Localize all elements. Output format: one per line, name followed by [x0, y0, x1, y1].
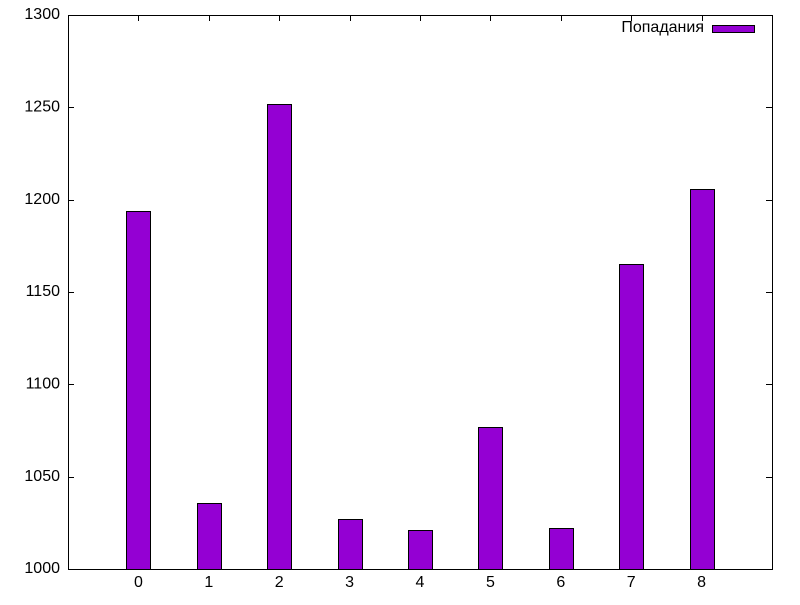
x-tick-label: 1	[204, 574, 213, 591]
axis-ticks	[68, 15, 772, 570]
y-tick-label: 1300	[24, 6, 60, 23]
y-tick-label: 1250	[24, 99, 60, 116]
x-tick-label: 3	[345, 574, 354, 591]
bar-6	[549, 528, 574, 570]
legend: Попадания	[621, 19, 755, 36]
plot-frame	[68, 15, 773, 570]
y-tick-label: 1100	[26, 376, 61, 393]
bar-1	[197, 503, 222, 570]
bar-4	[408, 530, 433, 570]
y-tick-label: 1000	[24, 560, 60, 577]
y-tick-label: 1200	[24, 191, 60, 208]
bar-3	[338, 519, 363, 570]
x-tick-label: 2	[275, 574, 284, 591]
x-tick-label: 6	[556, 574, 565, 591]
bar-8	[690, 189, 715, 570]
x-tick-label: 5	[486, 574, 495, 591]
x-tick-label: 0	[134, 574, 143, 591]
bar-2	[267, 104, 292, 570]
y-tick-label: 1150	[26, 283, 61, 300]
tick-labels: 1000 1050 1100 1150 1200 1250 1300 0 1 2 3 4 5 6 7 8	[24, 6, 706, 591]
legend-swatch-series	[712, 25, 755, 33]
bar-7	[619, 264, 644, 570]
bar-5	[478, 427, 503, 570]
x-tick-label: 7	[627, 574, 636, 591]
x-tick-label: 8	[697, 574, 706, 591]
y-tick-label: 1050	[24, 468, 60, 485]
bar-0	[126, 211, 151, 570]
legend-label-series: Попадания	[621, 19, 704, 36]
bars	[126, 104, 715, 570]
x-tick-label: 4	[416, 574, 425, 591]
